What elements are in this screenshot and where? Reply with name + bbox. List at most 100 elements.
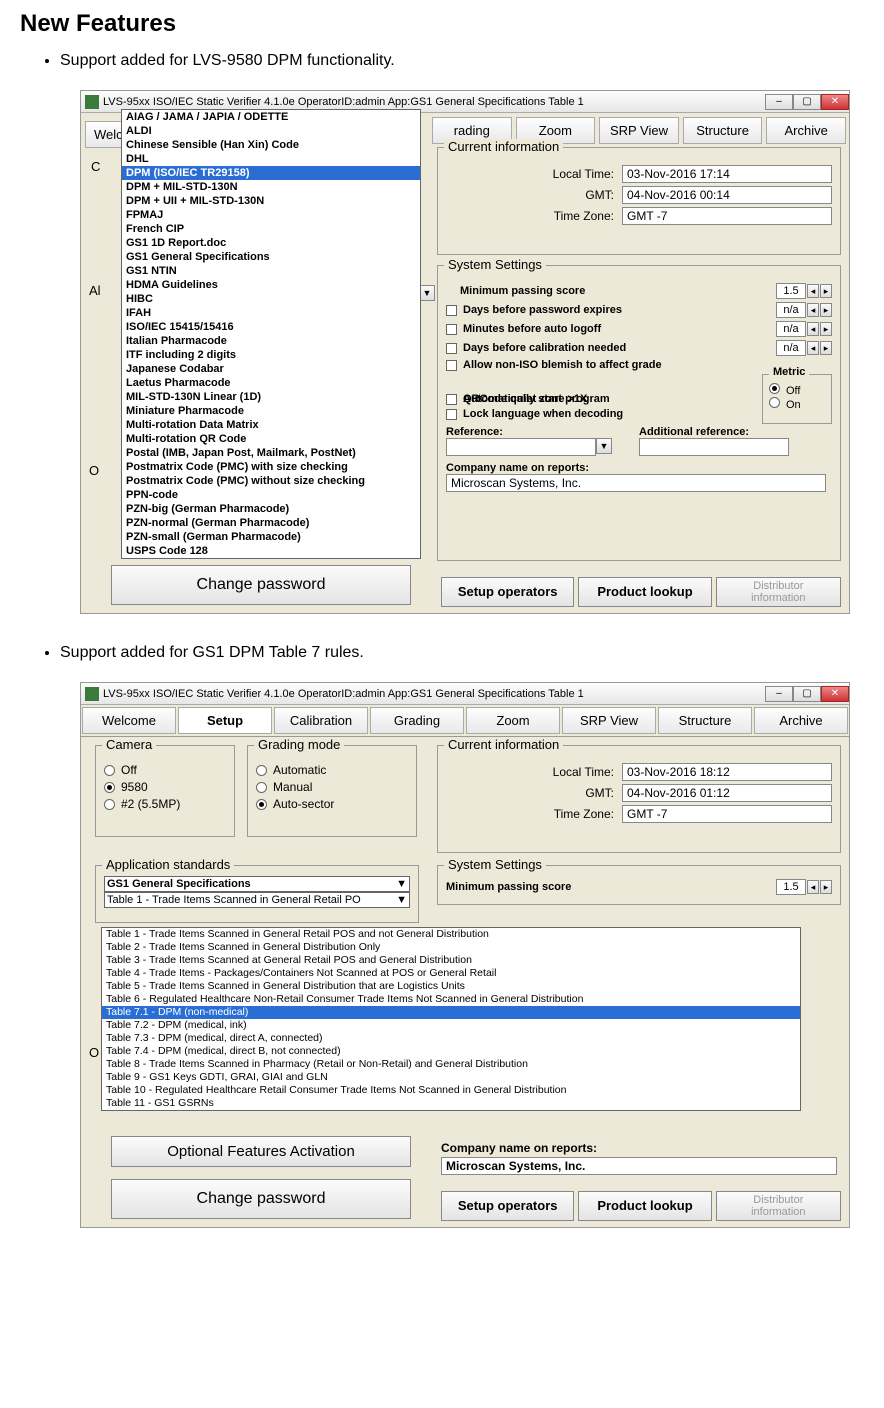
dropdown-item[interactable]: French CIP bbox=[122, 222, 420, 236]
spinner-right-icon[interactable]: ▸ bbox=[820, 880, 832, 894]
dropdown-item[interactable]: DPM + UII + MIL-STD-130N bbox=[122, 194, 420, 208]
optional-features-button[interactable]: Optional Features Activation bbox=[111, 1136, 411, 1167]
tab-welcome[interactable]: Welcome bbox=[82, 707, 176, 734]
grading-autosector-radio[interactable] bbox=[256, 799, 267, 810]
dropdown-item[interactable]: Japanese Codabar bbox=[122, 362, 420, 376]
tab-archive[interactable]: Archive bbox=[754, 707, 848, 734]
spinner-right-icon[interactable]: ▸ bbox=[820, 341, 832, 355]
spinner-right-icon[interactable]: ▸ bbox=[820, 322, 832, 336]
dropdown-item[interactable]: HIBC bbox=[122, 292, 420, 306]
dropdown-item[interactable]: Multi-rotation Data Matrix bbox=[122, 418, 420, 432]
product-lookup-button[interactable]: Product lookup bbox=[578, 1191, 711, 1221]
grading-manual-radio[interactable] bbox=[256, 782, 267, 793]
dropdown-item[interactable]: Postmatrix Code (PMC) with size checking bbox=[122, 460, 420, 474]
spinner-left-icon[interactable]: ◂ bbox=[807, 322, 819, 336]
min-score-value[interactable]: 1.5 bbox=[776, 283, 806, 299]
camera-9580-radio[interactable] bbox=[104, 782, 115, 793]
days-calib-checkbox[interactable] bbox=[446, 343, 457, 354]
spinner-right-icon[interactable]: ▸ bbox=[820, 303, 832, 317]
table-list-item[interactable]: Table 8 - Trade Items Scanned in Pharmac… bbox=[102, 1058, 800, 1071]
company-input[interactable]: Microscan Systems, Inc. bbox=[446, 474, 826, 492]
camera-off-radio[interactable] bbox=[104, 765, 115, 776]
product-lookup-button[interactable]: Product lookup bbox=[578, 577, 711, 607]
dropdown-item[interactable]: DPM + MIL-STD-130N bbox=[122, 180, 420, 194]
table-list-item[interactable]: Table 5 - Trade Items Scanned in General… bbox=[102, 980, 800, 993]
minimize-button[interactable]: – bbox=[765, 94, 793, 110]
close-button[interactable]: ✕ bbox=[821, 686, 849, 702]
dropdown-item[interactable]: GS1 General Specifications bbox=[122, 250, 420, 264]
spinner-left-icon[interactable]: ◂ bbox=[807, 880, 819, 894]
dropdown-item[interactable]: ALDI bbox=[122, 124, 420, 138]
table-list-item[interactable]: Table 7.4 - DPM (medical, direct B, not … bbox=[102, 1045, 800, 1058]
dropdown-item[interactable]: AIAG / JAMA / JAPIA / ODETTE bbox=[122, 110, 420, 124]
table-list-item[interactable]: Table 3 - Trade Items Scanned at General… bbox=[102, 954, 800, 967]
change-password-button[interactable]: Change password bbox=[111, 1179, 411, 1219]
setup-operators-button[interactable]: Setup operators bbox=[441, 577, 574, 607]
tab-grading[interactable]: Grading bbox=[370, 707, 464, 734]
dropdown-item[interactable]: GS1 1D Report.doc bbox=[122, 236, 420, 250]
dropdown-item[interactable]: PPN-code bbox=[122, 488, 420, 502]
addref-input[interactable] bbox=[639, 438, 789, 456]
spinner-left-icon[interactable]: ◂ bbox=[807, 303, 819, 317]
company-input[interactable]: Microscan Systems, Inc. bbox=[441, 1157, 837, 1175]
dropdown-item[interactable]: Miniature Pharmacode bbox=[122, 404, 420, 418]
autostart-checkbox[interactable] bbox=[446, 394, 457, 405]
metric-on-radio[interactable] bbox=[769, 397, 780, 408]
mins-logoff-checkbox[interactable] bbox=[446, 324, 457, 335]
camera-2-radio[interactable] bbox=[104, 799, 115, 810]
tab-archive[interactable]: Archive bbox=[766, 117, 846, 144]
table-list-item[interactable]: Table 2 - Trade Items Scanned in General… bbox=[102, 941, 800, 954]
reference-dropdown-icon[interactable]: ▼ bbox=[596, 438, 612, 454]
dropdown-item[interactable]: HDMA Guidelines bbox=[122, 278, 420, 292]
table-list-item[interactable]: Table 1 - Trade Items Scanned in General… bbox=[102, 928, 800, 941]
dropdown-item[interactable]: DHL bbox=[122, 152, 420, 166]
table-list-item[interactable]: Table 9 - GS1 Keys GDTI, GRAI, GIAI and … bbox=[102, 1071, 800, 1084]
setup-operators-button[interactable]: Setup operators bbox=[441, 1191, 574, 1221]
grading-auto-radio[interactable] bbox=[256, 765, 267, 776]
tab-srp-view[interactable]: SRP View bbox=[599, 117, 679, 144]
tab-calibration[interactable]: Calibration bbox=[274, 707, 368, 734]
days-pwd-checkbox[interactable] bbox=[446, 305, 457, 316]
spinner-left-icon[interactable]: ◂ bbox=[807, 284, 819, 298]
close-button[interactable]: ✕ bbox=[821, 94, 849, 110]
dropdown-item[interactable]: Chinese Sensible (Han Xin) Code bbox=[122, 138, 420, 152]
dropdown-item[interactable]: Postmatrix Code (PMC) without size check… bbox=[122, 474, 420, 488]
dropdown-item[interactable]: MIL-STD-130N Linear (1D) bbox=[122, 390, 420, 404]
table-list-item[interactable]: Table 7.1 - DPM (non-medical) bbox=[102, 1006, 800, 1019]
tab-structure[interactable]: Structure bbox=[658, 707, 752, 734]
spinner-right-icon[interactable]: ▸ bbox=[820, 284, 832, 298]
dropdown-item[interactable]: DPM (ISO/IEC TR29158) bbox=[122, 166, 420, 180]
dropdown-item[interactable]: PZN-small (German Pharmacode) bbox=[122, 530, 420, 544]
metric-off-radio[interactable] bbox=[769, 383, 780, 394]
table-list-item[interactable]: Table 7.2 - DPM (medical, ink) bbox=[102, 1019, 800, 1032]
dropdown-item[interactable]: PZN-big (German Pharmacode) bbox=[122, 502, 420, 516]
table-list-item[interactable]: Table 7.3 - DPM (medical, direct A, conn… bbox=[102, 1032, 800, 1045]
min-score-value[interactable]: 1.5 bbox=[776, 879, 806, 895]
table-list-item[interactable]: Table 11 - GS1 GSRNs bbox=[102, 1097, 800, 1110]
mins-logoff-value[interactable]: n/a bbox=[776, 321, 806, 337]
reference-input[interactable] bbox=[446, 438, 596, 456]
spinner-left-icon[interactable]: ◂ bbox=[807, 341, 819, 355]
table-list-item[interactable]: Table 6 - Regulated Healthcare Non-Retai… bbox=[102, 993, 800, 1006]
minimize-button[interactable]: – bbox=[765, 686, 793, 702]
change-password-button[interactable]: Change password bbox=[111, 565, 411, 605]
days-pwd-value[interactable]: n/a bbox=[776, 302, 806, 318]
dropdown-arrow-icon[interactable]: ▼ bbox=[419, 285, 435, 301]
days-calib-value[interactable]: n/a bbox=[776, 340, 806, 356]
standards-dropdown-list[interactable]: AIAG / JAMA / JAPIA / ODETTEALDIChinese … bbox=[121, 109, 421, 559]
dropdown-item[interactable]: IFAH bbox=[122, 306, 420, 320]
dropdown-item[interactable]: FPMAJ bbox=[122, 208, 420, 222]
dropdown-item[interactable]: Italian Pharmacode bbox=[122, 334, 420, 348]
tab-structure[interactable]: Structure bbox=[683, 117, 763, 144]
appstd-table-select[interactable]: Table 1 - Trade Items Scanned in General… bbox=[104, 892, 410, 908]
dropdown-item[interactable]: Postal (IMB, Japan Post, Mailmark, PostN… bbox=[122, 446, 420, 460]
tab-srp-view[interactable]: SRP View bbox=[562, 707, 656, 734]
dropdown-item[interactable]: Laetus Pharmacode bbox=[122, 376, 420, 390]
table-list-item[interactable]: Table 4 - Trade Items - Packages/Contain… bbox=[102, 967, 800, 980]
dropdown-item[interactable]: GS1 NTIN bbox=[122, 264, 420, 278]
tab-welcome-partial[interactable]: Welc bbox=[85, 121, 125, 148]
dropdown-item[interactable]: USPS Code 128 bbox=[122, 544, 420, 558]
tab-zoom[interactable]: Zoom bbox=[466, 707, 560, 734]
allow-blemish-checkbox[interactable] bbox=[446, 360, 457, 371]
dropdown-item[interactable]: ISO/IEC 15415/15416 bbox=[122, 320, 420, 334]
